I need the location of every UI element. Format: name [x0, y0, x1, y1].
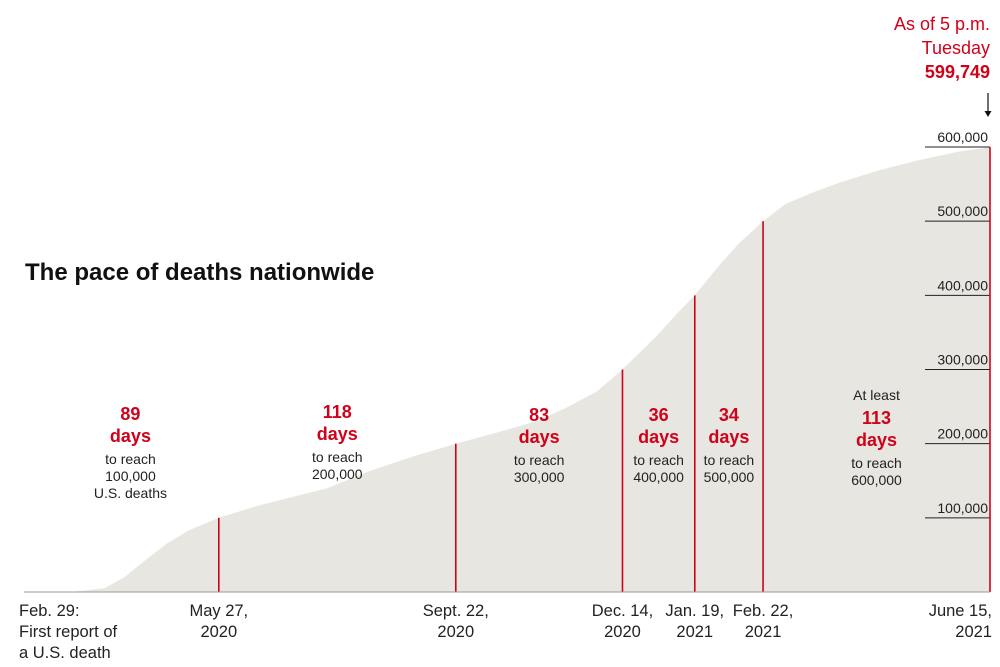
y-gridline-layer: [925, 146, 990, 519]
y-tick-label: 600,000: [937, 129, 988, 145]
y-tick-label: 300,000: [937, 352, 988, 368]
x-tick-line: 2020: [437, 623, 474, 641]
x-tick-line: May 27,: [189, 602, 248, 620]
latest-value: 599,749: [925, 62, 990, 82]
x-tick-line: First report of: [19, 623, 118, 641]
x-tick-line: Feb. 22,: [733, 602, 794, 620]
area-layer: [24, 147, 990, 592]
x-tick-line: 2020: [604, 623, 641, 641]
x-tick-line: Feb. 29:: [19, 602, 80, 620]
interval-caption-line: U.S. deaths: [94, 485, 167, 501]
interval-caption-line: 400,000: [633, 469, 684, 485]
y-tick-label: 500,000: [937, 203, 988, 219]
interval-days-word: days: [317, 424, 358, 444]
x-tick-labels: Feb. 29: First report of a U.S. death May 2…: [19, 602, 992, 662]
y-tick-label: 100,000: [937, 500, 988, 516]
interval-days-number: 36: [649, 405, 669, 425]
interval-prefix: At least: [853, 387, 900, 403]
interval-days-number: 113: [862, 408, 891, 428]
interval-days-word: days: [110, 426, 151, 446]
latest-caption-line: As of 5 p.m.: [894, 14, 990, 34]
y-tick-label: 200,000: [937, 426, 988, 442]
interval-caption-line: 300,000: [514, 469, 565, 485]
interval-days-number: 34: [719, 405, 739, 425]
x-tick-label: Sept. 22, 2020: [423, 602, 489, 641]
interval-caption-line: to reach: [105, 451, 156, 467]
y-tick-label: 400,000: [937, 277, 988, 293]
x-tick-label-start: Feb. 29: First report of a U.S. death: [19, 602, 118, 662]
x-tick-line: 2021: [955, 623, 992, 641]
interval-days-word: days: [856, 430, 897, 450]
x-tick-label: Jan. 19, 2021: [665, 602, 724, 641]
interval-days-word: days: [519, 427, 560, 447]
x-tick-line: June 15,: [929, 602, 992, 620]
interval-caption-line: 100,000: [105, 468, 156, 484]
interval-caption-line: 200,000: [312, 466, 363, 482]
x-tick-line: Jan. 19,: [665, 602, 724, 620]
interval-caption-line: 600,000: [851, 472, 902, 488]
y-tick-labels: 100,000 200,000 300,000 400,000 500,000 600,0…: [937, 129, 988, 516]
x-tick-line: 2021: [676, 623, 713, 641]
interval-caption-line: 500,000: [704, 469, 755, 485]
x-tick-line: 2020: [200, 623, 237, 641]
x-tick-line: Sept. 22,: [423, 602, 489, 620]
milestone-line-layer: [218, 147, 991, 592]
x-tick-label: June 15, 2021: [929, 602, 992, 641]
x-tick-line: Dec. 14,: [592, 602, 653, 620]
x-tick-label: Feb. 22, 2021: [733, 602, 794, 641]
latest-arrow-head: [984, 111, 992, 117]
x-tick-label: Dec. 14, 2020: [592, 602, 653, 641]
interval-caption-line: to reach: [514, 452, 565, 468]
latest-caption-line: Tuesday: [922, 38, 990, 58]
x-tick-line: a U.S. death: [19, 644, 111, 662]
interval-days-word: days: [638, 427, 679, 447]
chart-title: The pace of deaths nationwide: [25, 259, 374, 286]
interval-caption-line: to reach: [704, 452, 755, 468]
interval-days-number: 83: [529, 405, 549, 425]
interval-caption-line: to reach: [851, 455, 902, 471]
x-tick-line: 2021: [745, 623, 782, 641]
interval-caption-line: to reach: [312, 449, 363, 465]
interval-caption-line: to reach: [633, 452, 684, 468]
interval-days-word: days: [708, 427, 749, 447]
interval-days-number: 118: [323, 402, 352, 422]
x-tick-label: May 27, 2020: [189, 602, 248, 641]
latest-value-callout: As of 5 p.m. Tuesday 599,749: [894, 14, 992, 117]
death-area: [24, 147, 990, 592]
interval-days-number: 89: [120, 404, 140, 424]
